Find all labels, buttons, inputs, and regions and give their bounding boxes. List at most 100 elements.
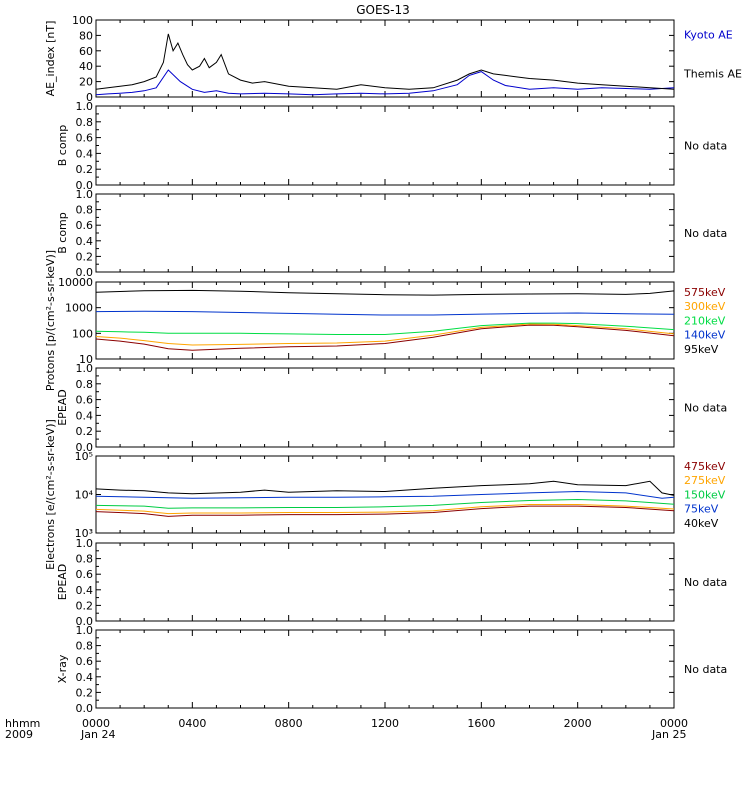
y-tick-label: 0.8 (76, 378, 94, 391)
series-line-275kev (95, 504, 675, 515)
series-line-150kev (95, 498, 675, 509)
series-line-95kev (95, 289, 675, 296)
no-data-label: No data (684, 140, 727, 153)
panel-frame (95, 542, 675, 622)
legend-label: 210keV (684, 314, 726, 327)
y-tick-label: 0.4 (76, 147, 94, 160)
y-tick-label: 0.2 (76, 686, 94, 699)
x-tick-label: 0800 (275, 717, 303, 730)
series-line-575kev (95, 324, 675, 351)
legend-label: 75keV (684, 503, 719, 516)
x-date-end: Jan 25 (651, 728, 686, 741)
panel-frame (95, 367, 675, 448)
y-tick-label: 10⁵ (75, 450, 93, 463)
y-tick-label: 0.2 (76, 250, 94, 263)
legend-label: 95keV (684, 343, 719, 356)
y-tick-label: 0.6 (76, 568, 94, 581)
y-tick-label: 1.0 (76, 362, 94, 375)
no-data-label: No data (684, 402, 727, 415)
y-tick-label: 1000 (65, 302, 93, 315)
y-tick-label: 10000 (58, 276, 93, 289)
y-tick-label: 0.4 (76, 235, 94, 248)
legend-label: Kyoto AE (684, 29, 733, 42)
y-tick-label: 0.4 (76, 584, 94, 597)
y-tick-label: 0.0 (76, 266, 94, 279)
x-corner-label-top: hhmm (5, 717, 40, 730)
y-axis-label: EPEAD (56, 389, 69, 426)
y-tick-label: 0.8 (76, 640, 94, 653)
y-tick-label: 0.0 (76, 702, 94, 715)
panel-frame (95, 105, 675, 186)
panel-ae_index: 0 20 40 60 80 100 AE_index [nT] Kyoto AE Themis … (44, 14, 742, 104)
series-line-140kev (95, 310, 675, 316)
y-tick-label: 100 (72, 327, 93, 340)
panels: 0 20 40 60 80 100 AE_index [nT] Kyoto AE Themis … (44, 14, 742, 715)
y-tick-label: 0.8 (76, 204, 94, 217)
y-tick-label: 0 (86, 91, 93, 104)
no-data-label: No data (684, 663, 727, 676)
y-tick-label: 0.6 (76, 394, 94, 407)
y-tick-label: 0.2 (76, 425, 94, 438)
x-corner-label-bottom: 2009 (5, 728, 33, 741)
y-tick-label: 40 (79, 60, 93, 73)
panel-frame (95, 19, 675, 98)
y-tick-label: 0.0 (76, 441, 94, 454)
series-line-40kev (95, 480, 675, 496)
y-tick-label: 0.2 (76, 163, 94, 176)
y-tick-label: 0.4 (76, 671, 94, 684)
y-tick-label: 0.2 (76, 599, 94, 612)
x-tick-label: 1600 (467, 717, 495, 730)
y-tick-label: 0.4 (76, 409, 94, 422)
legend-label: 140keV (684, 329, 726, 342)
panel-epead_2: 0.0 0.2 0.4 0.6 0.8 1.0 EPEAD No data (56, 537, 727, 628)
x-tick-label: 2000 (564, 717, 592, 730)
no-data-label: No data (684, 576, 727, 589)
legend-label: 575keV (684, 286, 726, 299)
chart-title: GOES-13 (356, 3, 410, 17)
series-line-themis-ae (95, 33, 675, 90)
y-tick-label: 60 (79, 45, 93, 58)
legend-label: 150keV (684, 488, 726, 501)
y-tick-label: 0.6 (76, 219, 94, 232)
panel-xray: 0.0 0.2 0.4 0.6 0.8 1.0 X-ray No data (56, 624, 727, 715)
y-axis-label: X-ray (56, 654, 69, 683)
y-axis-label: B comp (56, 125, 69, 167)
panel-frame (95, 193, 675, 273)
x-tick-label: 0400 (178, 717, 206, 730)
y-tick-label: 20 (79, 76, 93, 89)
y-tick-label: 0.0 (76, 179, 94, 192)
y-tick-label: 1.0 (76, 537, 94, 550)
panel-frame (95, 455, 675, 534)
y-tick-label: 100 (72, 14, 93, 27)
x-date-start: Jan 24 (80, 728, 115, 741)
y-tick-label: 10 (79, 353, 93, 366)
y-tick-label: 80 (79, 29, 93, 42)
y-tick-label: 1.0 (76, 100, 94, 113)
y-tick-label: 0.8 (76, 116, 94, 129)
x-tick-label: 0000 (82, 717, 110, 730)
y-tick-label: 10³ (75, 527, 93, 540)
series-line-75kev (95, 490, 675, 499)
y-tick-label: 1.0 (76, 624, 94, 637)
y-tick-label: 0.0 (76, 615, 94, 628)
series-line-kyoto-ae (95, 69, 675, 96)
legend-label: 40keV (684, 517, 719, 530)
y-axis-label: B comp (56, 212, 69, 254)
x-tick-label: 0000 (660, 717, 688, 730)
series-line-475kev (95, 505, 675, 517)
panel-epead_1: 0.0 0.2 0.4 0.6 0.8 1.0 EPEAD No data (56, 362, 727, 454)
y-axis-label: EPEAD (56, 564, 69, 601)
series-line-210kev (95, 322, 675, 335)
series-line-300kev (95, 323, 675, 346)
panel-electrons: 10³ 10⁴ 10⁵ Electrons [e/(cm²-s-sr-keV)] 475… (44, 419, 726, 570)
no-data-label: No data (684, 227, 727, 240)
y-axis-label: AE_index [nT] (44, 21, 57, 97)
legend-label: Themis AE (683, 68, 742, 81)
y-axis-label: Electrons [e/(cm²-s-sr-keV)] (44, 419, 57, 570)
y-tick-label: 0.6 (76, 132, 94, 145)
y-axis-label: Protons [p/(cm²-s-sr-keV)] (44, 250, 57, 391)
legend-label: 300keV (684, 300, 726, 313)
